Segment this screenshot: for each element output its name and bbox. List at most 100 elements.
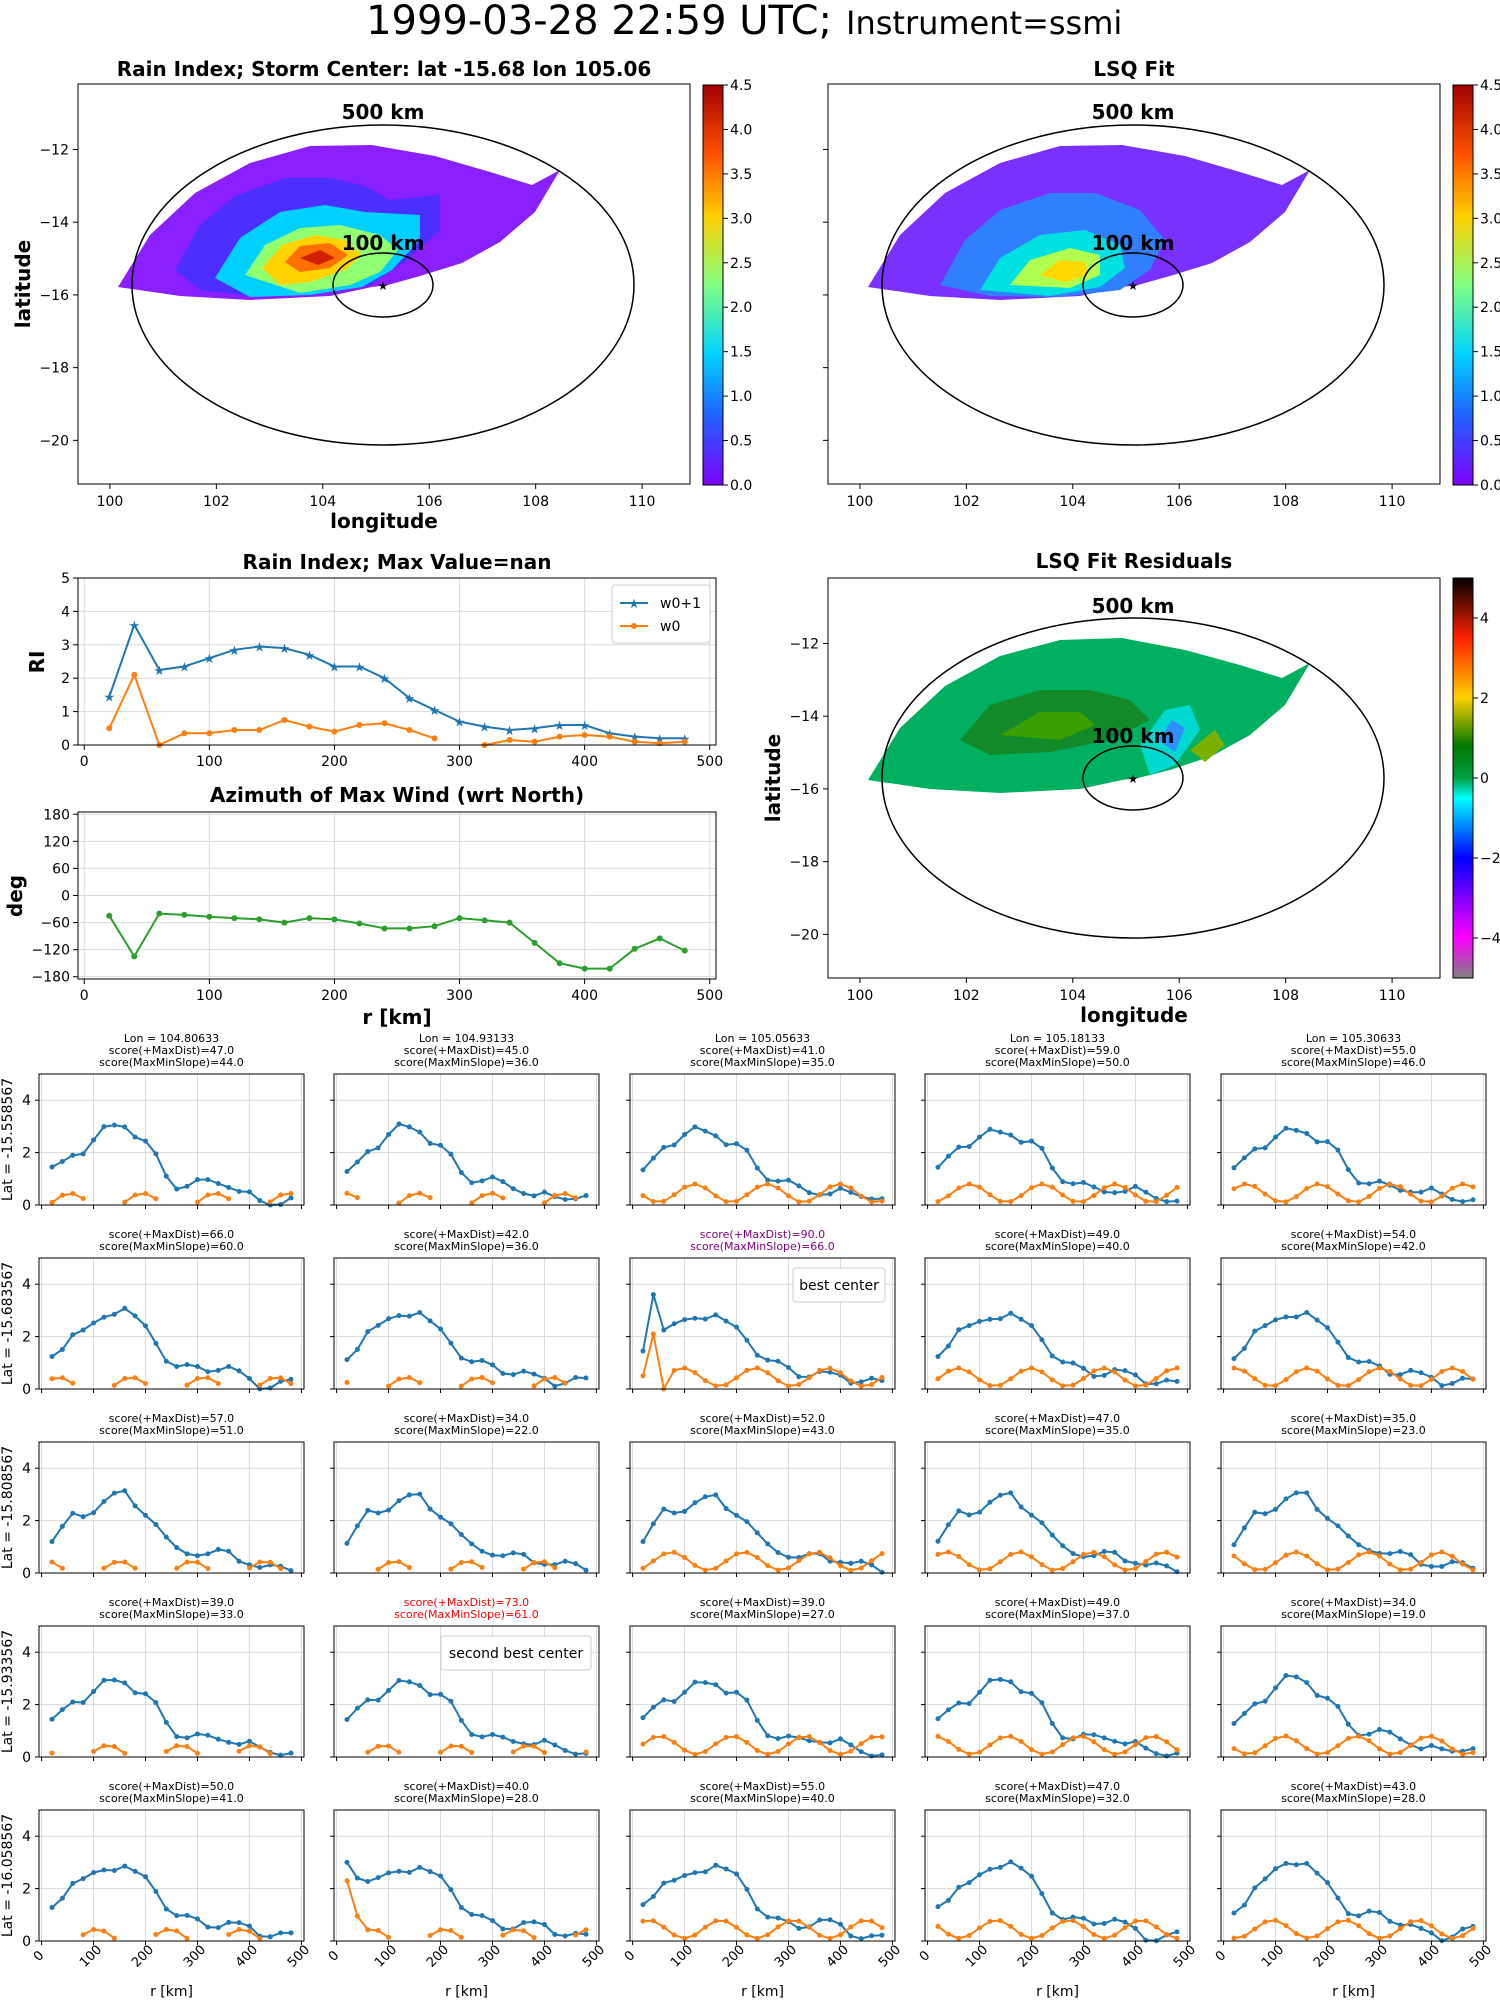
chart-0-xtick: 300 [446, 754, 473, 770]
candidate-series-point [226, 1919, 232, 1925]
candidate-series-point [702, 1128, 708, 1134]
rain_index-colorbar-tick: 4.5 [730, 78, 752, 94]
residuals-xtick-label: 104 [1059, 988, 1086, 1004]
candidate-series-point [194, 1199, 200, 1205]
candidate-series-point [226, 1931, 232, 1937]
rain_index-colorbar-tick: 0.0 [730, 478, 752, 494]
candidate-series-point [246, 1565, 252, 1571]
candidate-series-point [837, 1932, 843, 1938]
candidate-xtick: 200 [720, 1942, 748, 1970]
ri-legend-series-1: w0+1 [660, 596, 701, 612]
candidate-series-point [650, 1704, 656, 1710]
candidate-series-point [91, 1689, 97, 1694]
candidate-series-point [765, 1733, 771, 1739]
candidate-series-point [194, 1553, 200, 1559]
chart-0-series-0-point: ★ [654, 732, 666, 747]
candidate-series-point [1070, 1198, 1076, 1204]
candidate-series-point [966, 1144, 972, 1150]
candidate-series-point [365, 1329, 371, 1335]
candidate-series-point [661, 1697, 667, 1703]
candidate-series-point [1122, 1368, 1128, 1374]
candidate-series-point [174, 1913, 180, 1919]
chart-0-series-1-point [256, 726, 263, 733]
candidate-series-point [869, 1734, 875, 1740]
candidate-series-point [713, 1862, 719, 1868]
candidate-series-point [365, 1697, 371, 1703]
candidate-series-point [438, 1142, 444, 1148]
candidate-series-point [1132, 1925, 1138, 1931]
candidate-series-point [1366, 1193, 1372, 1199]
candidate-series-point [1122, 1749, 1128, 1755]
candidate-series-point [1293, 1490, 1299, 1496]
candidate-series-point [1325, 1750, 1331, 1756]
candidate-series-point [1143, 1745, 1149, 1751]
candidate-series-point [1293, 1549, 1299, 1555]
candidate-series-point [935, 1904, 941, 1910]
chart-0-series-1-point [181, 730, 188, 737]
residuals-ring-500: 500 km [1092, 594, 1175, 618]
candidate-lon-label: Lon = 105.05633 [715, 1032, 810, 1045]
candidate-series-point [344, 1878, 350, 1884]
candidate-series-point [386, 1507, 392, 1513]
candidate-series-point [91, 1320, 97, 1326]
candidate-series-point [122, 1559, 128, 1565]
candidate-series-point [1174, 1198, 1180, 1204]
candidate-series-point [1376, 1185, 1382, 1191]
candidate-series-point [1439, 1383, 1445, 1389]
candidate-series-point [1345, 1198, 1351, 1204]
candidate-series-point [1408, 1742, 1414, 1748]
candidate-series-point [194, 1559, 200, 1565]
candidate-series-point [59, 1565, 65, 1571]
candidate-series-point [1231, 1542, 1237, 1548]
candidate-score-slope: score(MaxMinSlope)=36.0 [394, 1056, 539, 1069]
candidate-series-point [977, 1567, 983, 1573]
candidate-series-point [1153, 1381, 1159, 1387]
candidate-series-point [427, 1506, 433, 1512]
candidate-series-point [344, 1357, 350, 1363]
candidate-series-point [671, 1510, 677, 1516]
candidate-series-point [1387, 1751, 1393, 1757]
candidate-series-point [1449, 1935, 1455, 1941]
candidate-series-point [396, 1559, 402, 1565]
candidate-series-point [1029, 1690, 1035, 1696]
candidate-series-point [1345, 1721, 1351, 1727]
candidate-row-lat-label: Lat = -15.558567 [0, 1078, 16, 1201]
candidate-series-point [1231, 1935, 1237, 1941]
candidate-series-point [1356, 1377, 1362, 1383]
candidate-series-point [236, 1368, 242, 1374]
candidate-series-point [1174, 1554, 1180, 1560]
candidate-series-point [406, 1313, 412, 1319]
candidate-series-point [734, 1512, 740, 1518]
candidate-series-point [174, 1545, 180, 1551]
candidate-series-point [1460, 1561, 1466, 1567]
candidate-series-point [541, 1750, 547, 1756]
candidate-score-maxdist: score(+MaxDist)=57.0 [109, 1412, 234, 1425]
candidate-series-point [1174, 1365, 1180, 1371]
candidate-series-point [723, 1866, 729, 1872]
chart-1-series-0-point [181, 911, 188, 918]
candidate-series-point [1304, 1553, 1310, 1559]
candidate-series-point [479, 1374, 485, 1380]
candidate-series-point [49, 1199, 55, 1205]
candidate-series-point [1080, 1179, 1086, 1185]
candidate-series-point [1387, 1181, 1393, 1187]
candidate-series-point [671, 1549, 677, 1555]
candidate-series-point [785, 1177, 791, 1183]
candidate-series-line [1233, 1734, 1474, 1756]
candidate-series-point [1112, 1181, 1118, 1187]
candidate-series-point [163, 1906, 169, 1912]
candidate-plot: score(MaxMinSlope)=60.0score(+MaxDist)=6… [0, 1228, 305, 1398]
candidate-plot: score(MaxMinSlope)=22.0score(+MaxDist)=3… [330, 1412, 600, 1577]
candidate-series-point [785, 1365, 791, 1371]
candidate-series-point [1049, 1720, 1055, 1726]
candidate-xtick: 500 [1171, 1942, 1199, 1970]
candidate-series-point [1397, 1372, 1403, 1378]
candidate-ytick: 0 [22, 1566, 31, 1582]
candidate-series-point [785, 1193, 791, 1199]
candidate-series-point [1335, 1523, 1341, 1529]
candidate-series-point [1314, 1751, 1320, 1757]
candidate-series-point [417, 1129, 423, 1135]
candidate-series-point [1283, 1923, 1289, 1929]
candidate-score-maxdist: score(+MaxDist)=50.0 [109, 1780, 234, 1793]
candidate-plot: score(MaxMinSlope)=46.0score(+MaxDist)=5… [1217, 1032, 1487, 1209]
